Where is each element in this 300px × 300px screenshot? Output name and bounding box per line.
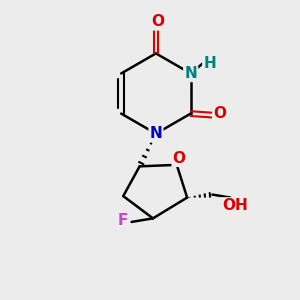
Text: N: N — [150, 126, 162, 141]
Text: OH: OH — [222, 198, 247, 213]
Text: F: F — [118, 213, 128, 228]
Text: O: O — [172, 151, 186, 166]
Text: H: H — [203, 56, 216, 70]
Text: O: O — [151, 14, 164, 29]
Text: O: O — [213, 106, 226, 121]
Text: N: N — [184, 66, 197, 81]
